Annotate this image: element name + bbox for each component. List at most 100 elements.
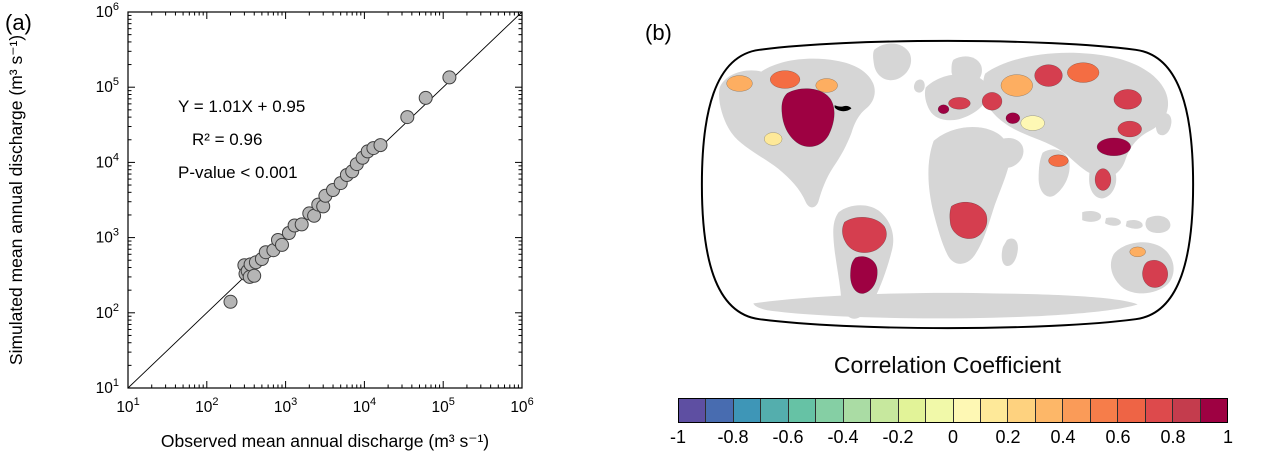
basin-16 bbox=[1005, 112, 1021, 124]
x-tick-label: 102 bbox=[195, 396, 218, 416]
map-title: Correlation Coefficient bbox=[833, 352, 1062, 378]
basin-10 bbox=[1000, 74, 1033, 97]
annotation-line-2: R² = 0.96 bbox=[192, 130, 262, 149]
colorbar-segment bbox=[1034, 399, 1063, 422]
plot-frame bbox=[127, 11, 523, 389]
colorbar-segment bbox=[1062, 399, 1090, 422]
colorbar-segment bbox=[1117, 399, 1145, 422]
colorbar-segment bbox=[925, 399, 953, 422]
island-new-guinea bbox=[1145, 215, 1171, 234]
island-madagascar bbox=[1001, 238, 1018, 267]
annotation-line-1: Y = 1.01X + 0.95 bbox=[178, 97, 305, 116]
scatter-point bbox=[294, 217, 309, 232]
colorbar-segment bbox=[787, 399, 816, 422]
colorbar-tick-label: 0 bbox=[947, 427, 959, 447]
colorbar-segment bbox=[1007, 399, 1035, 422]
basin-6 bbox=[850, 256, 878, 294]
basin-11 bbox=[1034, 64, 1063, 87]
colorbar-segment bbox=[705, 399, 733, 422]
colorbar-tick-label: -0.8 bbox=[717, 427, 749, 447]
y-tick-label: 105 bbox=[96, 76, 119, 96]
colorbar-segment bbox=[732, 399, 761, 422]
scatter-point bbox=[247, 268, 262, 283]
basin-2 bbox=[781, 88, 835, 147]
colorbar-segment bbox=[679, 399, 706, 422]
scatter-point bbox=[275, 237, 289, 252]
colorbar-tick-label: 1 bbox=[1222, 427, 1234, 447]
x-tick-label: 106 bbox=[510, 396, 533, 416]
panel-a-label: (a) bbox=[5, 10, 32, 35]
basin-4 bbox=[815, 78, 838, 93]
x-tick-label: 104 bbox=[353, 396, 376, 416]
basin-14 bbox=[981, 92, 1003, 111]
x-axis-label: Observed mean annual discharge (m³ s⁻¹) bbox=[161, 431, 489, 451]
colorbar-tick-labels: -1 -0.8 -0.6 -0.4 -0.2 0 0.2 0.4 0.6 0.8 1 bbox=[670, 427, 1233, 451]
world-map bbox=[700, 39, 1195, 330]
basin-17 bbox=[1096, 137, 1131, 157]
basin-3 bbox=[764, 132, 783, 146]
y-tick-label: 101 bbox=[96, 377, 119, 397]
basin-1 bbox=[769, 70, 801, 89]
colorbar: -1 -0.8 -0.6 -0.4 -0.2 0 0.2 0.4 0.6 0.8 1 bbox=[670, 398, 1233, 451]
island-indonesia-3 bbox=[1125, 219, 1143, 229]
scatter-point bbox=[223, 294, 238, 309]
colorbar-segment bbox=[1089, 399, 1118, 422]
colorbar-segment bbox=[760, 399, 788, 422]
map-land bbox=[719, 43, 1183, 319]
map-basins bbox=[726, 62, 1168, 294]
scatter-point bbox=[418, 90, 433, 105]
colorbar-segment bbox=[952, 399, 980, 422]
region-arabia bbox=[992, 138, 1024, 168]
colorbar-segment bbox=[897, 399, 926, 422]
basin-22 bbox=[1129, 246, 1146, 258]
scatter-point bbox=[400, 110, 415, 125]
basin-9 bbox=[937, 104, 950, 114]
basin-13 bbox=[1113, 89, 1142, 110]
y-tick-label: 103 bbox=[96, 227, 119, 247]
continent-africa bbox=[928, 126, 1011, 264]
colorbar-tick-label: 0.8 bbox=[1160, 427, 1186, 447]
colorbar-segment bbox=[1172, 399, 1200, 422]
basin-7 bbox=[949, 201, 988, 239]
island-great-britain bbox=[913, 79, 925, 93]
colorbar-tick-label: 0.4 bbox=[1050, 427, 1076, 447]
colorbar-segment bbox=[979, 399, 1008, 422]
colorbar-segment bbox=[1199, 399, 1228, 422]
colorbar-tick-label: -1 bbox=[669, 427, 687, 447]
island-greenland bbox=[873, 43, 912, 81]
colorbar-tick-label: -0.2 bbox=[882, 427, 914, 447]
x-tick-label: 105 bbox=[432, 396, 455, 416]
basin-0 bbox=[726, 75, 753, 92]
colorbar-track bbox=[678, 398, 1228, 423]
y-tick-label: 106 bbox=[96, 1, 119, 21]
colorbar-segment bbox=[870, 399, 898, 422]
x-tick-label: 101 bbox=[116, 396, 139, 416]
y-tick-label: 102 bbox=[96, 302, 119, 322]
colorbar-segment bbox=[815, 399, 843, 422]
scatter-point bbox=[442, 70, 457, 85]
basin-8 bbox=[948, 97, 971, 110]
continent-antarctica bbox=[753, 292, 1138, 319]
panel-b-map: (b) bbox=[600, 0, 1270, 467]
basin-21 bbox=[1142, 259, 1168, 288]
colorbar-tick-label: 0.6 bbox=[1105, 427, 1131, 447]
basin-12 bbox=[1067, 62, 1100, 83]
y-tick-label: 104 bbox=[96, 151, 119, 171]
basin-5 bbox=[842, 217, 887, 253]
region-scandinavia bbox=[951, 56, 982, 86]
island-indonesia-2 bbox=[1104, 217, 1121, 226]
colorbar-tick-label: -0.4 bbox=[827, 427, 859, 447]
basin-15 bbox=[1020, 115, 1045, 131]
colorbar-tick-label: -0.6 bbox=[772, 427, 804, 447]
basin-18 bbox=[1117, 120, 1142, 138]
y-axis-label: Simulated mean annual discharge (m³ s⁻¹) bbox=[6, 35, 26, 365]
island-japan bbox=[1155, 113, 1172, 136]
map-outline bbox=[700, 39, 1195, 330]
island-indonesia-1 bbox=[1082, 211, 1102, 222]
colorbar-tick-label: 0.2 bbox=[995, 427, 1021, 447]
scatter-point bbox=[373, 138, 388, 153]
panel-a-scatter: (a) 101 101 102 102 103 103 104 104 105 105 106 106… bbox=[0, 0, 570, 467]
colorbar-segment bbox=[842, 399, 871, 422]
